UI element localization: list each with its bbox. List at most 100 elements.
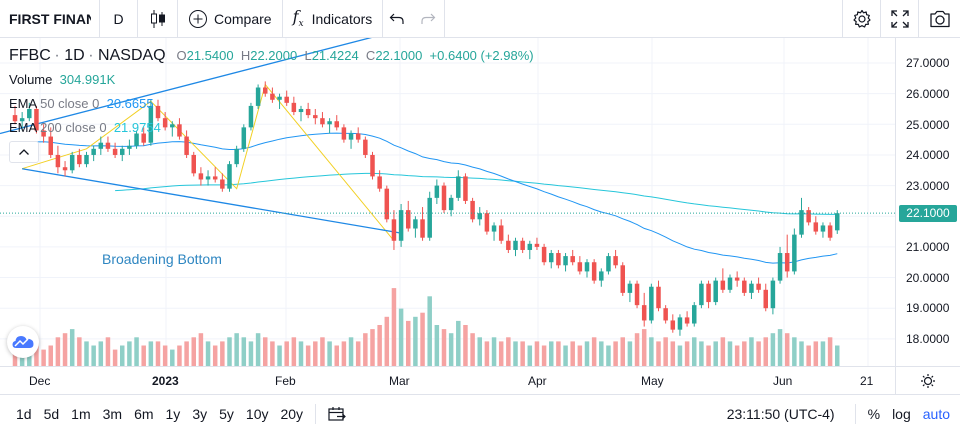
candle-body (334, 121, 339, 128)
volume-bar (470, 333, 475, 366)
range-1m[interactable]: 1m (71, 406, 91, 422)
volume-bar (291, 337, 297, 366)
undo-button[interactable] (383, 0, 411, 38)
price-chart[interactable] (0, 38, 895, 366)
pattern-label: Broadening Bottom (102, 251, 222, 267)
candle-body (498, 225, 504, 241)
chart-pane[interactable]: FFBC · 1D · NASDAQ O21.5400 H22.2000 L21… (0, 38, 895, 366)
legend-volume-row[interactable]: Volume 304.991K (9, 68, 534, 92)
volume-bar (820, 341, 826, 366)
volume-bar (570, 341, 575, 366)
price-tick: 27.0000 (906, 56, 950, 70)
range-10y[interactable]: 10y (245, 406, 269, 422)
settings-button[interactable] (842, 0, 880, 38)
range-3m[interactable]: 3m (102, 406, 123, 422)
legend-collapse-button[interactable] (9, 141, 39, 163)
volume-bar (835, 345, 840, 366)
candle-body (734, 277, 740, 281)
candle-body (427, 197, 432, 238)
range-1y[interactable]: 1y (165, 406, 181, 422)
volume-bar (334, 345, 339, 366)
volume-bar (41, 349, 46, 366)
candle (12, 105, 18, 125)
candle (384, 185, 390, 223)
fullscreen-icon (890, 10, 909, 28)
volume-bar (112, 349, 118, 366)
legend-ema200-row[interactable]: EMA 200 close 0 21.9754 (9, 116, 534, 140)
candle (477, 207, 482, 226)
symbol-name: FIRST FINAN (9, 10, 91, 27)
range-5y[interactable]: 5y (219, 406, 234, 422)
volume-bar (699, 341, 704, 366)
auto-scale-toggle[interactable]: auto (922, 406, 950, 422)
axis-settings-button[interactable] (895, 366, 960, 394)
candle-body (627, 283, 633, 293)
date-range-button[interactable] (322, 395, 352, 434)
candle-body (120, 148, 125, 155)
range-3y[interactable]: 3y (192, 406, 208, 422)
price-tick: 19.0000 (906, 301, 950, 315)
candle-body (663, 308, 668, 321)
candle-body (784, 253, 790, 272)
time-tick: Jun (773, 374, 793, 388)
indicators-button[interactable]: fx Indicators (283, 0, 384, 38)
range-6m[interactable]: 6m (134, 406, 154, 422)
candle (756, 277, 761, 293)
volume-bar (184, 341, 189, 366)
candle (556, 249, 561, 269)
candle-body (170, 124, 175, 128)
candle-body (112, 148, 118, 155)
candle-body (98, 142, 104, 149)
fullscreen-button[interactable] (880, 0, 918, 38)
interval-button[interactable]: D (100, 0, 138, 38)
volume-bar (456, 320, 461, 366)
volume-bar (806, 345, 811, 366)
snapshot-button[interactable] (918, 0, 960, 38)
volume-bar (384, 316, 390, 366)
range-20y[interactable]: 20y (280, 406, 304, 422)
candle-body (241, 127, 247, 149)
tradingview-logo[interactable] (7, 326, 39, 358)
time-axis[interactable]: Dec 2023 Feb Mar Apr May Jun 21 (0, 366, 895, 394)
candle-body (549, 253, 554, 263)
candle (406, 200, 411, 232)
candle-body (456, 176, 461, 198)
volume-bar (141, 345, 146, 366)
candle (398, 203, 404, 247)
timezone-button[interactable]: 23:11:50 (UTC-4) (726, 406, 835, 422)
candle (98, 136, 104, 155)
volume-bar (427, 296, 432, 366)
ema50-value: 20.6655 (106, 96, 154, 111)
volume-bar (191, 337, 196, 366)
candle-body (706, 283, 711, 303)
candle (692, 302, 697, 327)
camera-icon (929, 10, 950, 28)
candle (377, 170, 382, 192)
symbol-search[interactable]: FIRST FINAN (0, 0, 100, 38)
candle-body (198, 173, 204, 180)
volume-bar (48, 345, 53, 366)
redo-button[interactable] (411, 0, 446, 38)
candle (427, 191, 432, 241)
volume-bar (148, 341, 154, 366)
candle (348, 130, 354, 149)
redo-icon (421, 13, 436, 24)
legend-ema50-row[interactable]: EMA 50 close 0 20.6655 (9, 92, 534, 116)
range-5d[interactable]: 5d (43, 406, 60, 422)
compare-button[interactable]: Compare (178, 0, 283, 38)
chart-grid (0, 38, 895, 366)
chart-style-button[interactable] (138, 0, 178, 38)
candle-body (584, 262, 590, 272)
candle (463, 173, 468, 204)
percent-scale-toggle[interactable]: % (867, 406, 881, 422)
candle-body (305, 108, 311, 116)
legend-o-value: 21.5400 (186, 48, 234, 63)
candle (263, 81, 268, 97)
ema50-params: 50 close 0 (40, 96, 100, 111)
candle-body (692, 305, 697, 324)
price-axis[interactable]: 27.0000 26.0000 25.0000 24.0000 23.0000 … (895, 38, 960, 366)
volume-bar (277, 345, 282, 366)
volume-bar (341, 341, 347, 366)
log-scale-toggle[interactable]: log (892, 406, 911, 422)
range-1d[interactable]: 1d (16, 406, 32, 422)
